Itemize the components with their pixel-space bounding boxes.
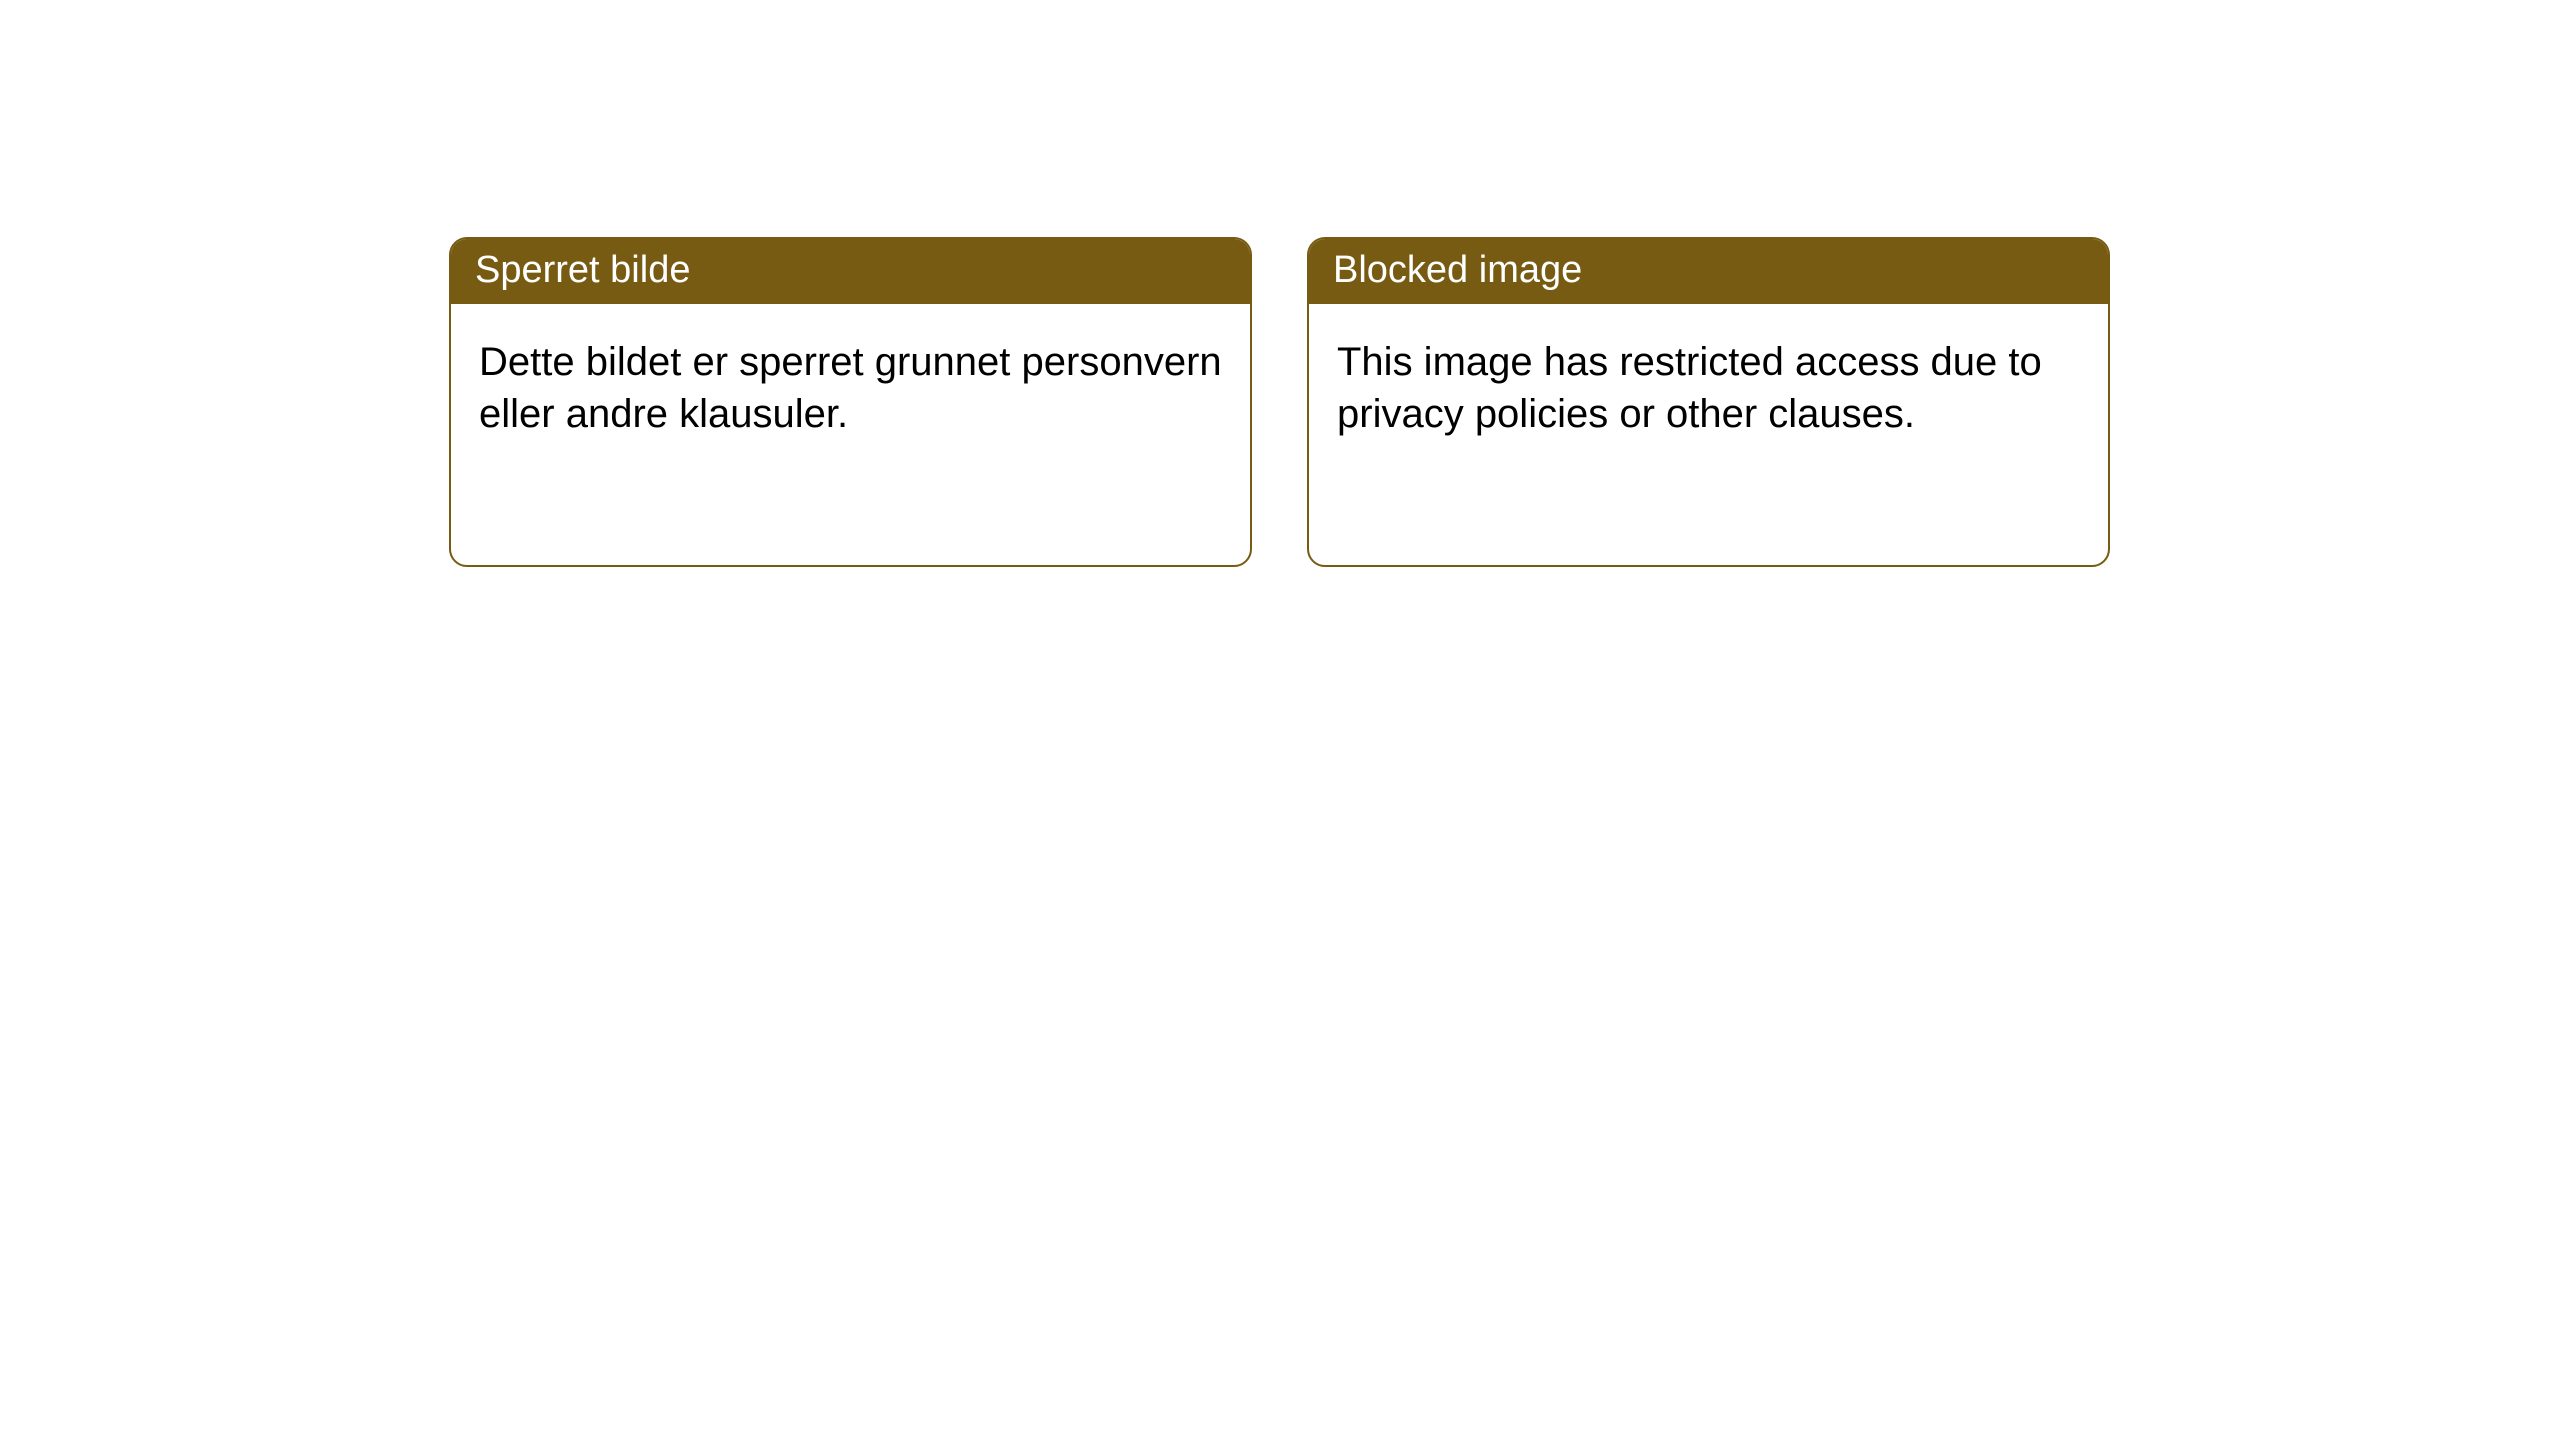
notice-box-norwegian: Sperret bilde Dette bildet er sperret gr… <box>449 237 1252 567</box>
notice-body-text: This image has restricted access due to … <box>1337 340 2042 436</box>
notice-body-text: Dette bildet er sperret grunnet personve… <box>479 340 1222 436</box>
notice-header-text: Sperret bilde <box>475 249 690 291</box>
notice-header-text: Blocked image <box>1333 249 1582 291</box>
notice-body: This image has restricted access due to … <box>1309 304 2108 472</box>
notice-header: Blocked image <box>1309 239 2108 304</box>
notice-header: Sperret bilde <box>451 239 1250 304</box>
notices-container: Sperret bilde Dette bildet er sperret gr… <box>449 237 2110 567</box>
notice-body: Dette bildet er sperret grunnet personve… <box>451 304 1250 472</box>
notice-box-english: Blocked image This image has restricted … <box>1307 237 2110 567</box>
